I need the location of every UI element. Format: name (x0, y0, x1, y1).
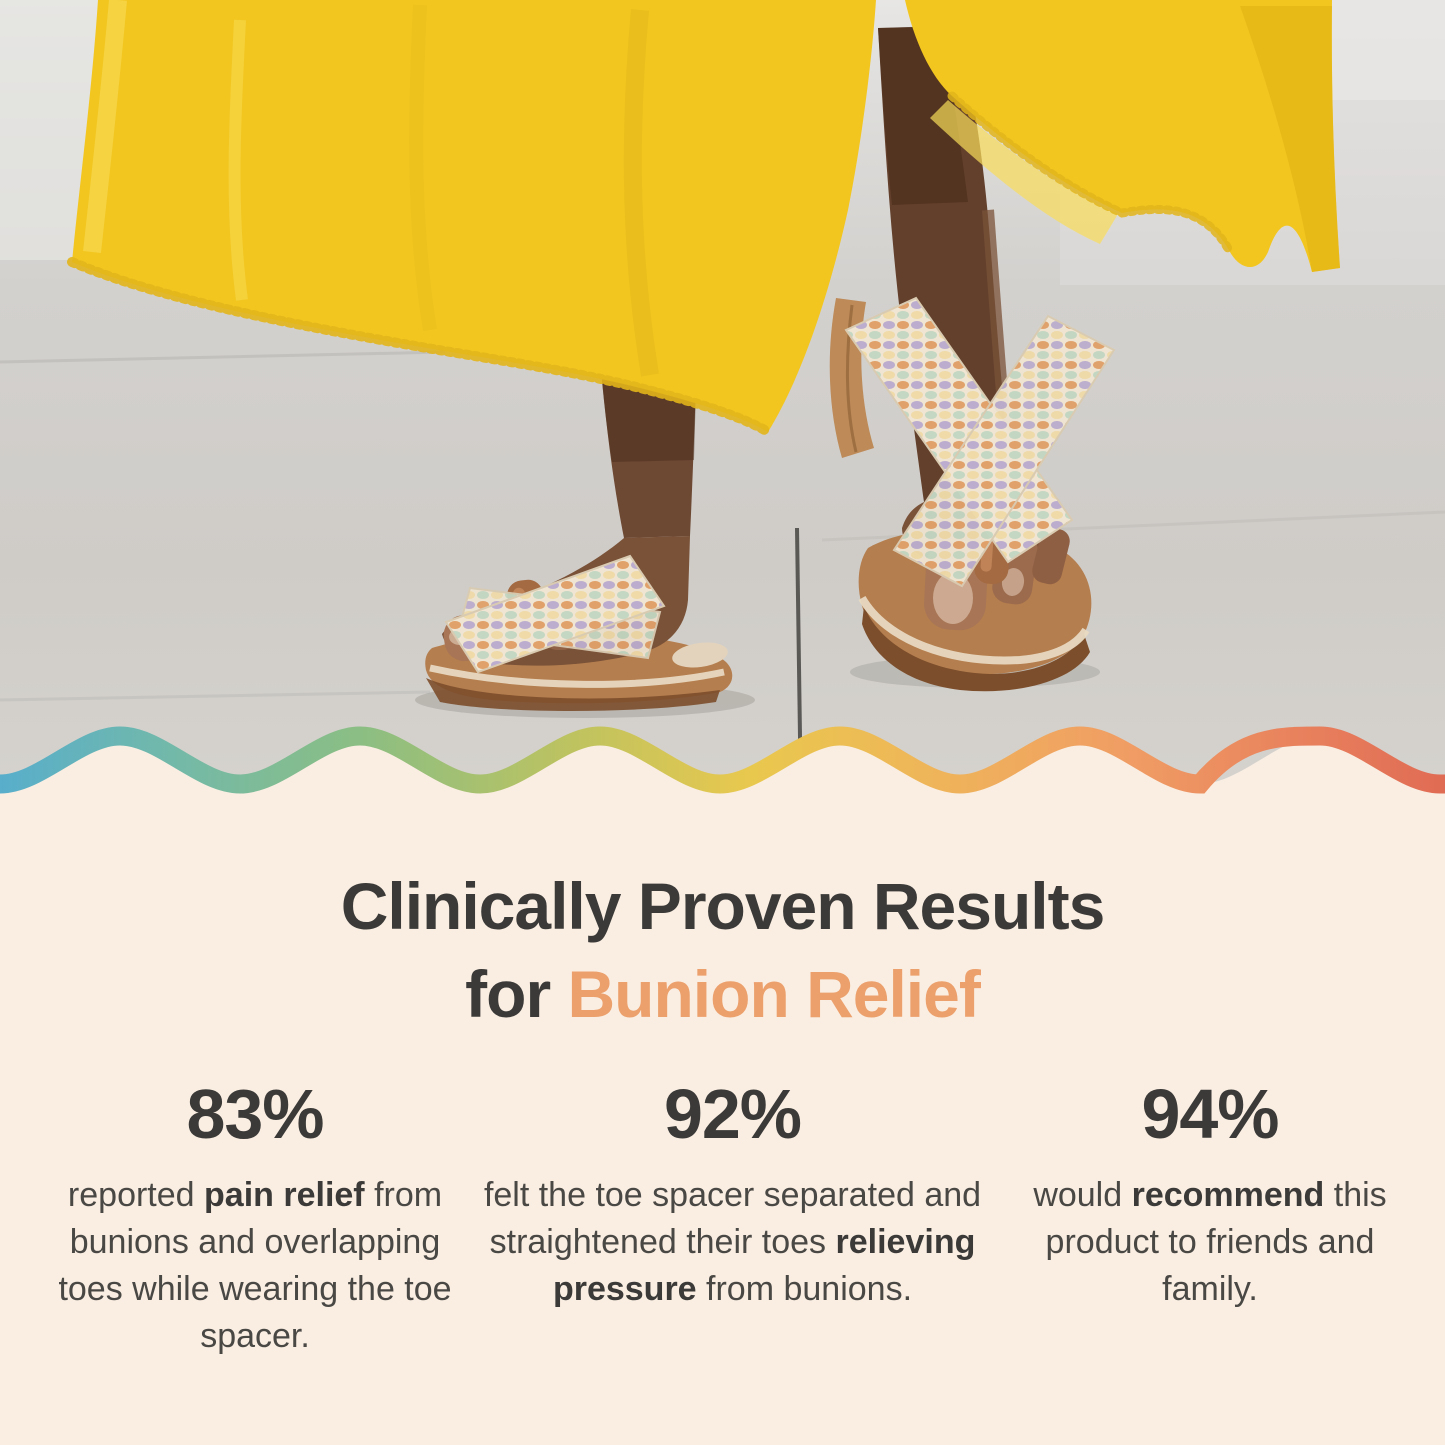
headline-line-2-prefix: for (465, 957, 568, 1031)
stat-value: 92% (663, 1075, 802, 1153)
stat-recommend: 94% would recommend this product to frie… (1010, 1076, 1410, 1360)
yellow-dress (67, 0, 1340, 437)
stat-description: reported pain relief from bunions and ov… (55, 1172, 455, 1360)
right-sandal-with-toe-spacer (829, 296, 1116, 692)
stat-value: 83% (186, 1075, 324, 1153)
stat-description: felt the toe spacer separated and straig… (478, 1172, 988, 1313)
stat-value: 94% (1141, 1075, 1279, 1153)
stat-pain-relief: 83% reported pain relief from bunions an… (55, 1076, 455, 1360)
stat-text-bold: pain relief (204, 1176, 365, 1214)
stat-description: would recommend this product to friends … (1010, 1172, 1410, 1313)
wave-gradient-stroke (0, 726, 1445, 794)
left-sandal-with-toe-spacer (425, 536, 733, 711)
stat-text: felt the toe spacer separated and straig… (483, 1176, 982, 1261)
results-section: Clinically Proven Results for Bunion Rel… (0, 812, 1445, 1445)
stat-text: would (1033, 1176, 1132, 1214)
stat-text-bold: relieving pressure (552, 1223, 976, 1308)
headline-line-1: Clinically Proven Results (340, 869, 1106, 943)
headline: Clinically Proven Results for Bunion Rel… (0, 862, 1445, 1038)
stat-text-bold: recommend (1131, 1176, 1325, 1214)
product-photo (0, 0, 1445, 812)
headline-highlight: Bunion Relief (567, 957, 981, 1031)
stat-text: from bunions. (696, 1270, 913, 1308)
stat-toe-separation: 92% felt the toe spacer separated and st… (478, 1076, 988, 1360)
headline-line-2: for Bunion Relief (0, 950, 1445, 1038)
wave-divider (0, 726, 1445, 812)
stats-row: 83% reported pain relief from bunions an… (0, 1038, 1445, 1360)
stat-text: from bunions and overlapping toes while … (58, 1176, 452, 1355)
stat-text: this product to friends and family. (1045, 1176, 1387, 1308)
stat-text: reported (67, 1176, 205, 1214)
